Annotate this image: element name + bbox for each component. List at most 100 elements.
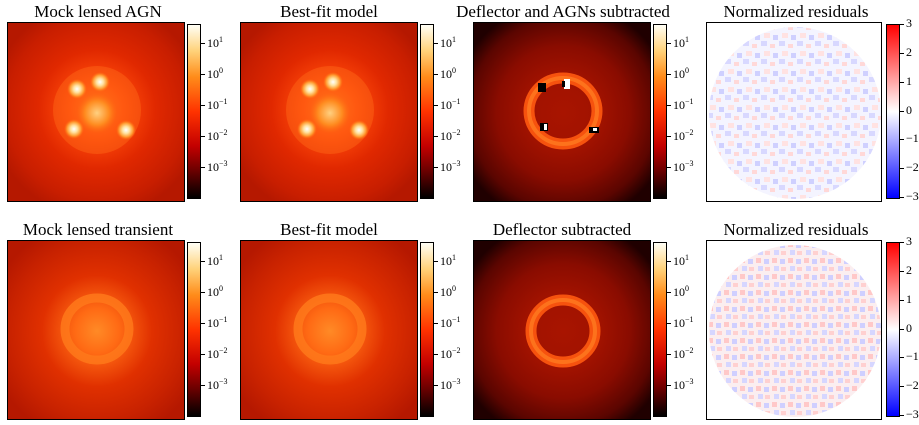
colorbar-tick-label: 10−3 xyxy=(673,377,694,392)
colorbar-tick-label: 101 xyxy=(440,253,456,268)
colorbar-tick-mark xyxy=(900,328,904,330)
colorbar-tick-label: 3 xyxy=(906,16,912,30)
colorbar-residual xyxy=(886,24,900,199)
colorbar-tick-label: 10−2 xyxy=(440,128,461,143)
colorbar-tick-label: 101 xyxy=(673,35,689,50)
colorbar-tick-label: 100 xyxy=(673,284,689,299)
colorbar-tick-label: 10−1 xyxy=(207,97,228,112)
colorbar-tick-mark xyxy=(201,354,205,355)
colorbar-tick-mark xyxy=(667,136,671,137)
colorbar-tick-label: 100 xyxy=(207,66,223,81)
colorbar-tick-label: −1 xyxy=(906,131,919,146)
colorbar-log xyxy=(187,242,201,417)
colorbar-tick-mark xyxy=(667,43,671,44)
colorbar-tick-mark xyxy=(201,292,205,293)
colorbar-log xyxy=(653,24,667,199)
colorbar-tick-mark xyxy=(434,136,438,137)
colorbar-log xyxy=(420,24,434,199)
colorbar-tick-mark xyxy=(201,105,205,106)
colorbar-tick-label: 101 xyxy=(207,253,223,268)
colorbar-tick-mark xyxy=(434,292,438,293)
colorbar-tick-mark xyxy=(434,167,438,168)
best-fit-model-transient-image xyxy=(240,240,418,420)
lensed-agn-image xyxy=(7,22,185,202)
colorbar-tick-label: 10−2 xyxy=(673,346,694,361)
colorbar-tick-label: 10−1 xyxy=(440,97,461,112)
colorbar-tick-label: 10−2 xyxy=(207,346,228,361)
colorbar-tick-mark xyxy=(900,386,904,388)
colorbar-tick-mark xyxy=(201,323,205,324)
colorbar-tick-mark xyxy=(667,74,671,75)
colorbar-tick-mark xyxy=(900,81,904,83)
colorbar-tick-mark xyxy=(900,415,904,416)
colorbar-tick-label: 10−1 xyxy=(440,315,461,330)
colorbar-tick-mark xyxy=(201,385,205,386)
colorbar-tick-mark xyxy=(900,168,904,170)
colorbar-tick-label: 10−3 xyxy=(207,377,228,392)
colorbar-tick-mark xyxy=(900,24,904,25)
colorbar-tick-label: 100 xyxy=(440,66,456,81)
colorbar-tick-mark xyxy=(900,139,904,141)
colorbar-log xyxy=(653,242,667,417)
colorbar-tick-mark xyxy=(900,357,904,359)
colorbar-tick-mark xyxy=(434,261,438,262)
colorbar-tick-label: 100 xyxy=(207,284,223,299)
colorbar-tick-label: 100 xyxy=(440,284,456,299)
colorbar-tick-mark xyxy=(201,136,205,137)
colorbar-tick-label: 101 xyxy=(207,35,223,50)
colorbar-tick-label: 10−1 xyxy=(207,315,228,330)
best-fit-model-image xyxy=(240,22,418,202)
colorbar-tick-label: 1 xyxy=(906,73,912,88)
colorbar-tick-mark xyxy=(434,354,438,355)
panel-title: Mock lensed transient xyxy=(22,220,174,239)
colorbar-tick-label: 2 xyxy=(906,262,912,277)
colorbar-tick-mark xyxy=(201,74,205,75)
colorbar-tick-mark xyxy=(900,110,904,112)
colorbar-tick-label: 10−3 xyxy=(207,159,228,174)
colorbar-tick-label: 10−1 xyxy=(673,315,694,330)
colorbar-tick-mark xyxy=(667,323,671,324)
colorbar-tick-label: 1 xyxy=(906,291,912,306)
colorbar-tick-mark xyxy=(201,167,205,168)
panel-title: Best-fit model xyxy=(280,220,378,239)
colorbar-tick-mark xyxy=(667,385,671,386)
panel-title: Mock lensed AGN xyxy=(34,2,162,21)
deflector-subtracted-image xyxy=(473,240,651,420)
colorbar-tick-label: −2 xyxy=(906,378,919,393)
colorbar-tick-mark xyxy=(434,105,438,106)
colorbar-tick-label: 0 xyxy=(906,102,912,117)
colorbar-tick-label: 10−3 xyxy=(440,377,461,392)
colorbar-tick-label: 101 xyxy=(440,35,456,50)
colorbar-tick-mark xyxy=(434,43,438,44)
colorbar-tick-label: 10−1 xyxy=(673,97,694,112)
colorbar-tick-label: 10−3 xyxy=(673,159,694,174)
normalized-residuals-image xyxy=(706,240,882,420)
colorbar-tick-label: 10−2 xyxy=(207,128,228,143)
normalized-residuals-image xyxy=(706,22,882,202)
colorbar-tick-mark xyxy=(667,167,671,168)
colorbar-tick-mark xyxy=(900,270,904,272)
colorbar-tick-mark xyxy=(201,43,205,44)
colorbar-tick-label: −1 xyxy=(906,349,919,364)
panel-title: Normalized residuals xyxy=(723,2,869,21)
colorbar-tick-label: 2 xyxy=(906,44,912,59)
colorbar-tick-mark xyxy=(434,323,438,324)
colorbar-tick-mark xyxy=(900,299,904,301)
colorbar-tick-label: 10−2 xyxy=(440,346,461,361)
colorbar-residual xyxy=(886,242,900,417)
colorbar-tick-mark xyxy=(900,242,904,243)
colorbar-tick-mark xyxy=(667,292,671,293)
colorbar-tick-mark xyxy=(667,354,671,355)
colorbar-tick-mark xyxy=(900,197,904,198)
panel-title: Normalized residuals xyxy=(723,220,869,239)
colorbar-tick-label: 0 xyxy=(906,320,912,335)
panel-title: Deflector and AGNs subtracted xyxy=(456,2,670,21)
deflector-agn-subtracted-image xyxy=(473,22,651,202)
colorbar-log xyxy=(187,24,201,199)
colorbar-tick-mark xyxy=(434,385,438,386)
colorbar-tick-label: 10−3 xyxy=(440,159,461,174)
panel-title: Deflector subtracted xyxy=(492,220,632,239)
colorbar-tick-label: 101 xyxy=(673,253,689,268)
colorbar-tick-label: 10−2 xyxy=(673,128,694,143)
colorbar-tick-label: 3 xyxy=(906,234,912,248)
